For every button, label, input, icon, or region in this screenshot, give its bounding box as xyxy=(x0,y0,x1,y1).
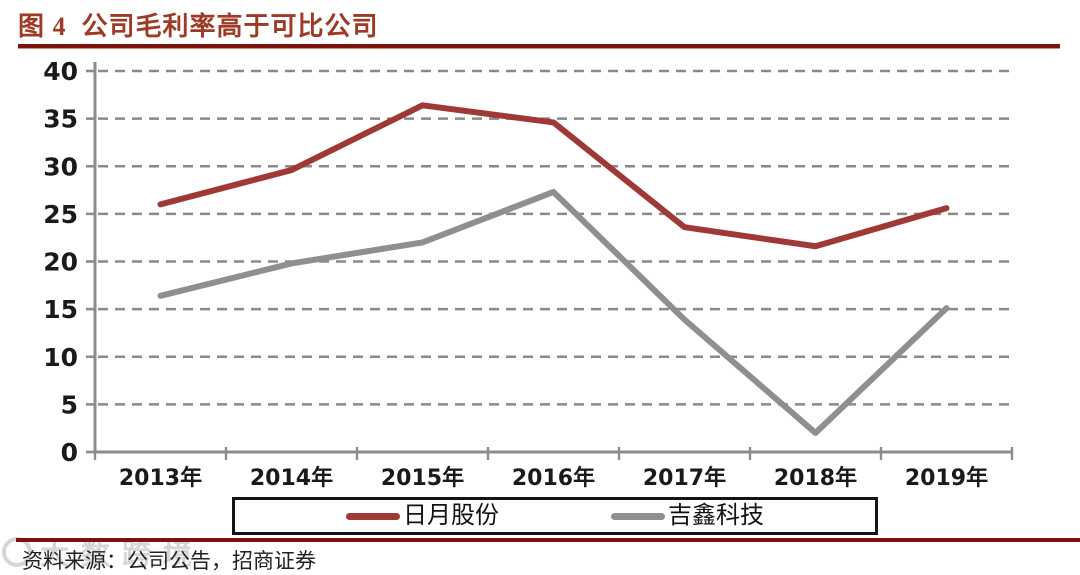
x-tick-label-2: 2015年 xyxy=(381,465,464,491)
y-tick-label-15: 15 xyxy=(43,295,78,324)
watermark: 大数跨境 xyxy=(2,531,204,573)
legend-item-jixin: 吉鑫科技 xyxy=(611,504,764,528)
x-tick-label-6: 2019年 xyxy=(905,465,988,491)
x-tick-label-1: 2014年 xyxy=(250,465,333,491)
y-tick-label-40: 40 xyxy=(43,57,78,86)
y-tick-label-30: 30 xyxy=(43,152,78,181)
legend-item-riyue: 日月股份 xyxy=(346,504,499,528)
title-rule xyxy=(18,44,1060,49)
y-tick-label-10: 10 xyxy=(43,343,78,372)
series-line-0 xyxy=(157,102,950,250)
legend-label-jixin: 吉鑫科技 xyxy=(668,503,764,529)
x-tick-label-5: 2018年 xyxy=(774,465,857,491)
x-tick-label-3: 2016年 xyxy=(512,465,595,491)
legend-label-riyue: 日月股份 xyxy=(403,503,499,529)
y-tick-label-35: 35 xyxy=(43,105,78,134)
y-tick-label-20: 20 xyxy=(43,248,78,277)
series-line-1 xyxy=(157,188,950,436)
chart-legend: 日月股份 吉鑫科技 xyxy=(232,497,878,535)
bottom-rule xyxy=(16,538,1080,542)
figure-title: 图 4 公司毛利率高于可比公司 xyxy=(18,12,379,41)
source-text: 资料来源：公司公告，招商证券 xyxy=(22,549,316,573)
y-tick-label-5: 5 xyxy=(61,390,78,419)
watermark-text: 大数跨境 xyxy=(40,537,205,571)
y-tick-label-25: 25 xyxy=(43,200,78,229)
x-tick-label-4: 2017年 xyxy=(643,465,726,491)
legend-swatch-red-line xyxy=(346,512,400,520)
y-tick-label-0: 0 xyxy=(61,438,78,467)
x-tick-label-0: 2013年 xyxy=(119,465,202,491)
legend-swatch-gray-line xyxy=(611,512,665,520)
